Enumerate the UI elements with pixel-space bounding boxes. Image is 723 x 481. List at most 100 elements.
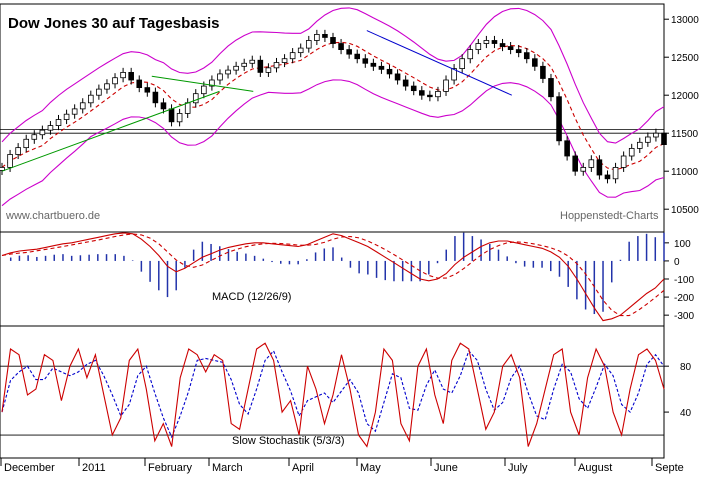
candle-body: [588, 159, 595, 168]
candle-body: [459, 58, 465, 70]
candle-body: [548, 78, 554, 98]
candle-body: [338, 43, 344, 51]
candle-body: [120, 72, 126, 79]
candle-body: [419, 90, 425, 96]
trendline: [151, 75, 254, 92]
candle-body: [233, 65, 239, 71]
candle-body: [491, 40, 498, 44]
macd-tick-label: 100: [674, 239, 691, 250]
candle-body: [305, 40, 312, 49]
trendline: [1, 90, 220, 172]
candle-body: [354, 53, 361, 60]
macd-tick-label: -200: [674, 293, 694, 304]
stochastic-tick-label: 40: [680, 408, 692, 419]
moving-average-line: [1, 41, 665, 171]
candle-body: [653, 132, 659, 138]
candle-body: [192, 93, 199, 104]
macd-label: MACD (12/26/9): [212, 291, 291, 303]
candle-body: [467, 49, 474, 60]
candle-body: [168, 108, 175, 123]
candle-body: [483, 40, 490, 44]
candle-body: [645, 136, 651, 143]
candle-body: [55, 119, 62, 126]
candle-body: [289, 52, 296, 60]
candle-body: [297, 47, 304, 54]
macd-tick-label: 0: [674, 257, 680, 268]
price-chart-title: Dow Jones 30 auf Tagesbasis: [8, 15, 219, 32]
price-tick-label: 13000: [671, 15, 699, 26]
candle-body: [523, 52, 530, 60]
candle-body: [370, 62, 377, 67]
macd-tick-label: -300: [674, 311, 694, 322]
candle-body: [475, 43, 482, 51]
candle-body: [410, 85, 417, 92]
stochastic-panel: 80 40: [0, 325, 692, 459]
candle-body: [556, 96, 562, 142]
x-tick-label: February: [148, 462, 193, 474]
x-tick-label: Septe: [655, 462, 684, 474]
watermark-left: www.chartbuero.de: [5, 210, 100, 222]
candle-body: [402, 79, 409, 87]
candle-body: [564, 140, 570, 157]
x-tick-label: May: [360, 462, 381, 474]
candle-body: [71, 108, 78, 115]
candle-body: [265, 67, 272, 73]
candle-body: [15, 147, 21, 155]
candle-body: [322, 34, 328, 38]
candle-body: [249, 59, 256, 64]
candle-body: [620, 155, 627, 168]
watermark-right: Hoppenstedt-Charts: [560, 210, 659, 222]
candle-body: [39, 129, 46, 136]
candle-body: [176, 113, 183, 123]
stochastic-slow-line: [1, 349, 665, 439]
x-tick-label: June: [434, 462, 458, 474]
candle-body: [184, 102, 191, 114]
candle-body: [596, 159, 603, 176]
x-tick-label: July: [508, 462, 528, 474]
candle-body: [314, 34, 320, 41]
trendline: [366, 30, 512, 96]
x-tick-label: March: [212, 462, 243, 474]
candle-body: [532, 58, 538, 67]
candle-body: [47, 125, 54, 131]
candle-body: [241, 62, 247, 67]
candle-body: [427, 94, 433, 98]
x-tick-label: December: [4, 462, 55, 474]
candle-body: [257, 59, 264, 73]
bollinger-upper-band: [1, 7, 665, 144]
price-panel: 10500 11000 11500 12000 12500 13000: [0, 3, 699, 233]
stochastic-tick-label: 80: [680, 362, 692, 373]
candle-body: [636, 141, 643, 149]
x-tick-label: August: [578, 462, 612, 474]
candle-body: [628, 147, 635, 157]
candle-body: [394, 73, 401, 81]
candle-body: [112, 77, 118, 85]
candle-body: [31, 134, 38, 140]
x-tick-label: April: [292, 462, 314, 474]
candle-body: [346, 49, 352, 55]
candle-body: [281, 58, 288, 63]
macd-line: [1, 232, 665, 322]
candle-body: [128, 72, 134, 81]
candle-body: [63, 113, 70, 120]
candle-body: [451, 68, 457, 81]
candle-body: [435, 91, 441, 98]
candle-body: [96, 88, 102, 96]
price-tick-label: 11500: [671, 129, 699, 140]
candle-body: [104, 83, 110, 90]
candle-body: [160, 102, 167, 110]
candle-body: [661, 132, 667, 145]
candle-body: [572, 155, 578, 172]
price-tick-label: 10500: [671, 205, 699, 216]
x-axis: December 2011 February March April May June Jul…: [0, 457, 684, 474]
candle-body: [499, 43, 506, 47]
macd-tick-label: -100: [674, 275, 694, 286]
candle-body: [7, 154, 13, 168]
candle-body: [273, 62, 280, 69]
candle-body: [612, 166, 619, 180]
candle-body: [507, 46, 514, 51]
candle-body: [23, 138, 30, 149]
